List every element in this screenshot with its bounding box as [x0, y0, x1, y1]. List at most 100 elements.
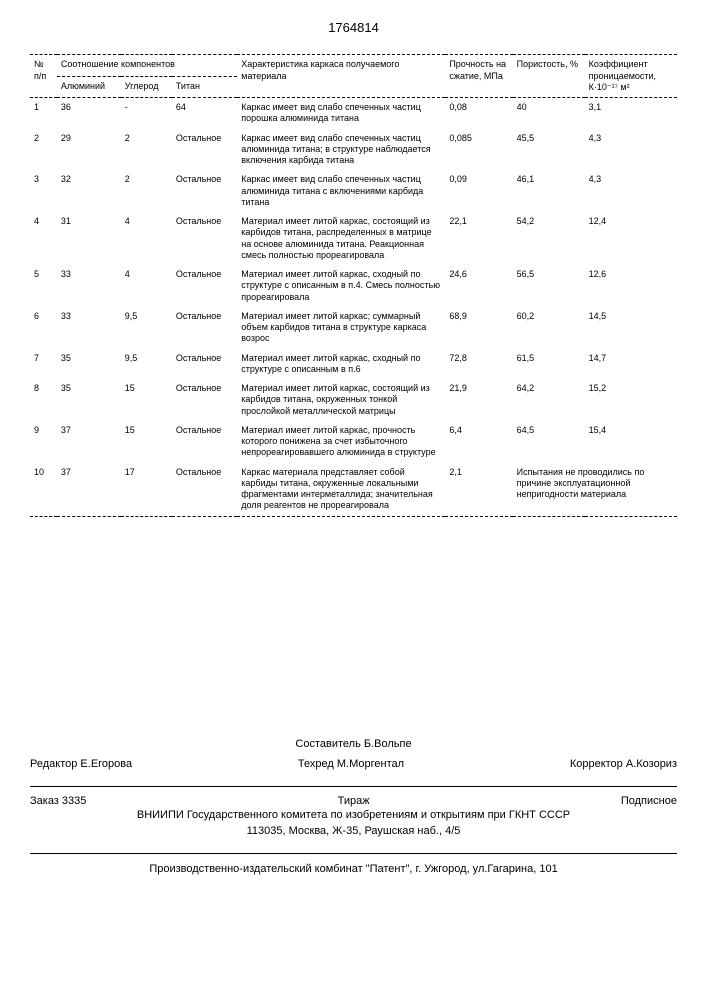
cell-perm: 4,3 [585, 170, 677, 212]
printer: Производственно-издательский комбинат "П… [30, 862, 677, 877]
cell-strength: 0,085 [445, 129, 512, 171]
cell-perm: 12,6 [585, 265, 677, 307]
table-row: 103717ОстальноеКаркас материала представ… [30, 463, 677, 517]
cell-strength: 72,8 [445, 349, 512, 380]
cell-n: 1 [30, 98, 57, 129]
th-char: Характеристика каркаса получаемого матер… [237, 55, 445, 98]
cell-porosity: 46,1 [513, 170, 585, 212]
table-row: 3322ОстальноеКаркас имеет вид слабо спеч… [30, 170, 677, 212]
cell-n: 7 [30, 349, 57, 380]
cell-strength: 0,09 [445, 170, 512, 212]
cell-char: Материал имеет литой каркас, прочность к… [237, 421, 445, 463]
cell-c: 4 [121, 212, 172, 265]
th-porosity: Пористость, % [513, 55, 585, 98]
table-row: 136-64Каркас имеет вид слабо спеченных ч… [30, 98, 677, 129]
cell-strength: 21,9 [445, 379, 512, 421]
cell-n: 5 [30, 265, 57, 307]
cell-strength: 0,08 [445, 98, 512, 129]
cell-ti: Остальное [172, 307, 237, 349]
table-row: 4314ОстальноеМатериал имеет литой каркас… [30, 212, 677, 265]
cell-ti: Остальное [172, 212, 237, 265]
cell-al: 35 [57, 379, 121, 421]
data-table: № п/п Соотношение компонентов Характерис… [30, 54, 677, 516]
order: Заказ 3335 [30, 795, 86, 809]
cell-note: Испытания не проводились по причине эксп… [513, 463, 677, 517]
cell-porosity: 61,5 [513, 349, 585, 380]
table-row: 83515ОстальноеМатериал имеет литой карка… [30, 379, 677, 421]
addr: 113035, Москва, Ж-35, Раушская наб., 4/5 [30, 824, 677, 839]
cell-porosity: 45,5 [513, 129, 585, 171]
cell-c: 4 [121, 265, 172, 307]
tech: Техред М.Моргентал [298, 758, 404, 772]
cell-c: 15 [121, 379, 172, 421]
th-n: № п/п [30, 55, 57, 98]
cell-perm: 15,2 [585, 379, 677, 421]
cell-al: 33 [57, 307, 121, 349]
org: ВНИИПИ Государственного комитета по изоб… [30, 808, 677, 823]
cell-c: 15 [121, 421, 172, 463]
th-perm: Коэффициент проницаемости, К·10⁻¹⁷ м² [585, 55, 677, 98]
cell-ti: 64 [172, 98, 237, 129]
cell-n: 9 [30, 421, 57, 463]
cell-n: 8 [30, 379, 57, 421]
cell-al: 36 [57, 98, 121, 129]
patent-number: 1764814 [30, 20, 677, 36]
cell-n: 4 [30, 212, 57, 265]
cell-char: Материал имеет литой каркас, сходный по … [237, 265, 445, 307]
cell-perm: 12,4 [585, 212, 677, 265]
cell-char: Материал имеет литой каркас; суммарный о… [237, 307, 445, 349]
corrector: Корректор А.Козориз [570, 758, 677, 772]
cell-al: 37 [57, 421, 121, 463]
cell-perm: 4,3 [585, 129, 677, 171]
cell-n: 6 [30, 307, 57, 349]
cell-perm: 14,5 [585, 307, 677, 349]
cell-c: - [121, 98, 172, 129]
cell-strength: 68,9 [445, 307, 512, 349]
cell-char: Материал имеет литой каркас, состоящий и… [237, 212, 445, 265]
footer: Составитель Б.Вольпе Редактор Е.Егорова … [30, 737, 677, 878]
cell-char: Материал имеет литой каркас, сходный по … [237, 349, 445, 380]
table-row: 2292ОстальноеКаркас имеет вид слабо спеч… [30, 129, 677, 171]
cell-ti: Остальное [172, 349, 237, 380]
cell-al: 33 [57, 265, 121, 307]
cell-al: 29 [57, 129, 121, 171]
editor: Редактор Е.Егорова [30, 758, 132, 772]
cell-ti: Остальное [172, 379, 237, 421]
cell-n: 10 [30, 463, 57, 517]
table-row: 7359,5ОстальноеМатериал имеет литой карк… [30, 349, 677, 380]
cell-char: Каркас материала представляет собой карб… [237, 463, 445, 517]
cell-porosity: 64,2 [513, 379, 585, 421]
cell-al: 32 [57, 170, 121, 212]
cell-c: 2 [121, 129, 172, 171]
cell-n: 2 [30, 129, 57, 171]
cell-al: 31 [57, 212, 121, 265]
cell-ti: Остальное [172, 129, 237, 171]
table-row: 93715ОстальноеМатериал имеет литой карка… [30, 421, 677, 463]
cell-c: 2 [121, 170, 172, 212]
th-ti: Титан [172, 76, 237, 97]
table-row: 6339,5ОстальноеМатериал имеет литой карк… [30, 307, 677, 349]
cell-porosity: 40 [513, 98, 585, 129]
cell-strength: 22,1 [445, 212, 512, 265]
cell-al: 35 [57, 349, 121, 380]
cell-perm: 15,4 [585, 421, 677, 463]
cell-ti: Остальное [172, 421, 237, 463]
cell-al: 37 [57, 463, 121, 517]
cell-ti: Остальное [172, 170, 237, 212]
cell-n: 3 [30, 170, 57, 212]
cell-perm: 14,7 [585, 349, 677, 380]
cell-strength: 24,6 [445, 265, 512, 307]
subscr: Подписное [621, 795, 677, 809]
composer-line: Составитель Б.Вольпе [295, 738, 411, 750]
th-strength: Прочность на сжатие, МПа [445, 55, 512, 98]
cell-char: Материал имеет литой каркас, состоящий и… [237, 379, 445, 421]
cell-perm: 3,1 [585, 98, 677, 129]
cell-c: 9,5 [121, 307, 172, 349]
cell-c: 17 [121, 463, 172, 517]
th-c: Углерод [121, 76, 172, 97]
cell-porosity: 56,5 [513, 265, 585, 307]
cell-porosity: 64,5 [513, 421, 585, 463]
cell-porosity: 60,2 [513, 307, 585, 349]
table-row: 5334ОстальноеМатериал имеет литой каркас… [30, 265, 677, 307]
cell-porosity: 54,2 [513, 212, 585, 265]
